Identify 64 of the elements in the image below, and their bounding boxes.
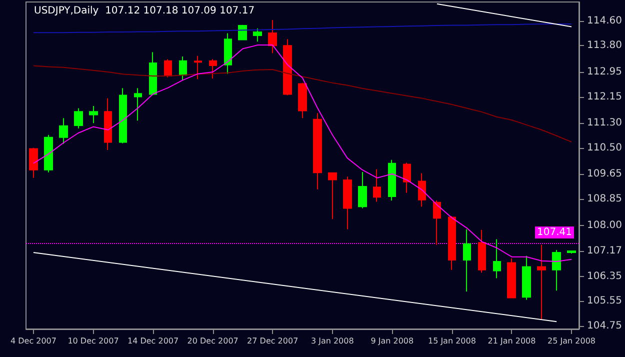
- candlestick: [493, 238, 501, 279]
- candlestick: [253, 28, 262, 42]
- x-tick-label: 15 Jan 2008: [428, 336, 476, 346]
- line-series: [32, 23, 572, 34]
- candlestick: [283, 38, 292, 96]
- x-tick-label: 20 Dec 2007: [187, 336, 238, 346]
- candlestick: [134, 88, 142, 122]
- candlestick: [209, 58, 217, 79]
- candlestick: [268, 19, 277, 54]
- candlestick: [507, 258, 516, 298]
- candlestick: [552, 250, 561, 292]
- x-tick-label: 9 Jan 2008: [370, 336, 414, 346]
- y-tick-label: 111.30: [587, 118, 622, 129]
- x-tick-label: 27 Dec 2007: [247, 336, 298, 346]
- y-tick-label: 108.85: [587, 193, 622, 204]
- y-tick-label: 109.65: [587, 168, 622, 180]
- candlestick: [388, 159, 396, 201]
- candlestick: [373, 168, 381, 202]
- candlestick: [44, 134, 53, 173]
- candlestick: [224, 32, 232, 74]
- candlestick: [149, 52, 157, 96]
- candlestick: [238, 24, 247, 40]
- candlestick: [433, 200, 441, 246]
- y-tick-label: 104.75: [587, 320, 622, 332]
- candlestick: [478, 229, 486, 274]
- chart-title: USDJPY,Daily 107.12 107.18 107.09 107.17: [34, 6, 255, 16]
- y-tick-label: 114.60: [587, 15, 622, 26]
- y-tick-label: 112.95: [587, 66, 622, 78]
- candlestick: [298, 82, 307, 119]
- candlestick: [313, 112, 322, 190]
- candlestick: [164, 58, 172, 78]
- x-tick-label: 25 Jan 2008: [548, 336, 596, 346]
- candlestick: [119, 88, 127, 144]
- x-tick-label: 10 Dec 2007: [68, 336, 119, 346]
- candlestick: [194, 55, 202, 80]
- candlestick: [537, 244, 546, 321]
- candlestick: [328, 172, 337, 220]
- y-tick-label: 107.17: [587, 245, 622, 256]
- candlestick: [29, 147, 38, 178]
- candlestick: [463, 228, 471, 292]
- candlestick: [358, 172, 367, 209]
- y-tick-label: 110.50: [587, 142, 622, 154]
- x-tick-label: 21 Jan 2008: [488, 336, 536, 346]
- ref-line-label: 107.41: [537, 227, 572, 238]
- candlestick: [74, 108, 83, 129]
- candlestick: [403, 162, 411, 194]
- y-tick-label: 105.55: [587, 296, 622, 307]
- line-series: [32, 65, 572, 142]
- y-tick-label: 108.00: [587, 220, 622, 231]
- candlestick: [179, 56, 187, 81]
- x-tick-label: 14 Dec 2007: [127, 336, 179, 346]
- candlestick: [418, 172, 426, 208]
- candlestick: [59, 118, 68, 144]
- candlestick: [89, 106, 98, 124]
- candlestick: [567, 250, 576, 254]
- candlestick: [343, 176, 352, 230]
- y-tick-label: 113.80: [587, 40, 622, 52]
- y-tick-label: 106.35: [587, 270, 622, 282]
- y-tick-label: 112.15: [587, 91, 622, 102]
- x-tick-label: 4 Dec 2007: [10, 336, 56, 346]
- candlestick: [448, 215, 456, 270]
- candlestick: [104, 98, 112, 151]
- x-tick-label: 3 Jan 2008: [310, 336, 354, 346]
- candlestick: [522, 255, 531, 300]
